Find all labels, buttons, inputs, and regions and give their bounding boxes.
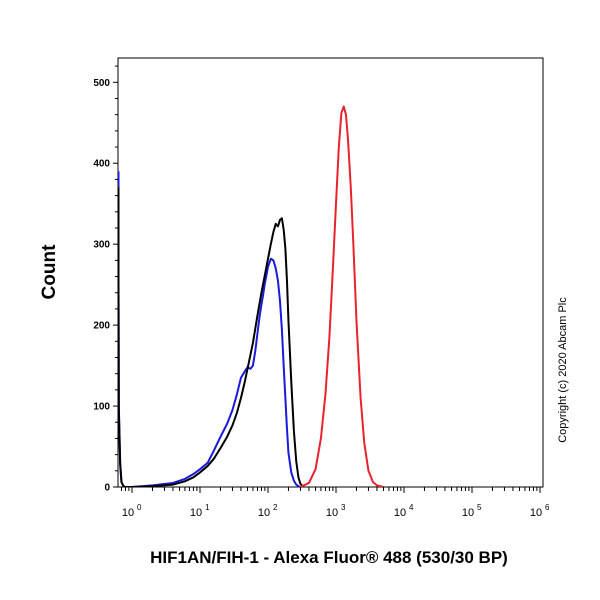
x-tick-label: 10 bbox=[190, 507, 202, 519]
x-tick-exponent: 3 bbox=[341, 503, 346, 512]
x-axis-title: HIF1AN/FIH-1 - Alexa Fluor® 488 (530/30 … bbox=[150, 548, 508, 567]
x-tick-label: 10 bbox=[462, 507, 474, 519]
x-tick-exponent: 4 bbox=[409, 503, 414, 512]
series-line-3 bbox=[300, 105, 384, 487]
series-layer bbox=[118, 105, 384, 487]
x-tick-label: 10 bbox=[326, 507, 338, 519]
x-axis-ticks: 10 0 10 1 10 2 10 3 10 4 10 5 10 6 bbox=[120, 487, 550, 519]
x-tick-label: 10 bbox=[530, 507, 542, 519]
x-tick-label: 10 bbox=[258, 507, 270, 519]
x-tick-exponent: 0 bbox=[137, 503, 142, 512]
x-tick-exponent: 5 bbox=[477, 503, 482, 512]
y-tick-label: 400 bbox=[93, 159, 110, 170]
y-tick-label: 100 bbox=[93, 402, 110, 413]
series-line-2 bbox=[118, 187, 305, 487]
x-tick-exponent: 1 bbox=[205, 503, 210, 512]
x-tick-exponent: 2 bbox=[273, 503, 278, 512]
y-tick-label: 200 bbox=[93, 321, 110, 332]
y-tick-label: 500 bbox=[93, 78, 110, 89]
x-tick-label: 10 bbox=[394, 507, 406, 519]
y-axis-ticks: 0 100 200 300 400 500 bbox=[93, 65, 118, 494]
x-tick-exponent: 6 bbox=[545, 503, 550, 512]
y-tick-label: 0 bbox=[104, 483, 110, 494]
x-tick-label: 10 bbox=[122, 507, 134, 519]
y-tick-label: 300 bbox=[93, 240, 110, 251]
copyright-annotation: Copyright (c) 2020 Abcam Plc bbox=[557, 297, 569, 443]
y-axis-title: Count bbox=[39, 244, 60, 300]
series-line-1 bbox=[118, 171, 301, 487]
